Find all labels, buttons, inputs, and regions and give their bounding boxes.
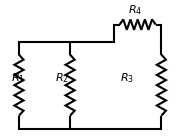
Text: $R_4$: $R_4$ bbox=[128, 3, 142, 17]
Text: $R_2$: $R_2$ bbox=[56, 71, 69, 85]
Text: $R_1$: $R_1$ bbox=[11, 71, 25, 85]
Text: $R_3$: $R_3$ bbox=[120, 71, 134, 85]
